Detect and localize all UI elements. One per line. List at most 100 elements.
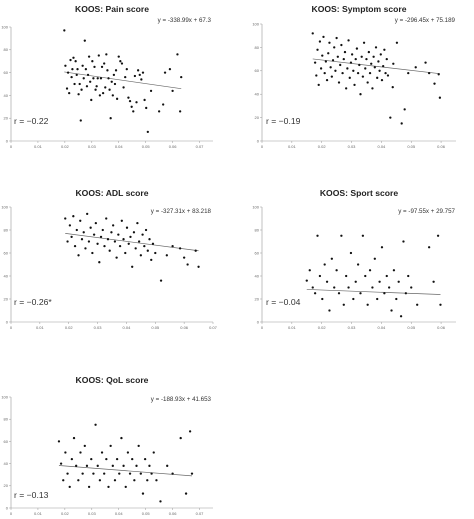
data-point bbox=[70, 235, 73, 239]
chart-title: KOOS: Pain score bbox=[75, 4, 149, 14]
data-point bbox=[374, 46, 378, 49]
chart-panel-3: KOOS: ADL score y = -327.31x + 83.218 0 0.0… bbox=[1, 188, 217, 330]
y-tick-label: 0 bbox=[6, 319, 9, 324]
y-tick-label: 60 bbox=[255, 68, 260, 73]
data-point bbox=[104, 86, 107, 89]
data-point bbox=[152, 451, 155, 454]
data-point bbox=[96, 464, 99, 467]
data-point bbox=[120, 436, 123, 440]
data-point bbox=[90, 98, 93, 102]
data-point bbox=[325, 280, 329, 283]
data-point bbox=[99, 77, 103, 80]
data-point bbox=[313, 61, 317, 64]
x-tick-label: 0.04 bbox=[377, 325, 386, 330]
data-point bbox=[378, 69, 381, 72]
x-tick-label: 0.03 bbox=[348, 325, 357, 330]
data-point bbox=[154, 251, 157, 255]
y-tick-label: 60 bbox=[4, 250, 9, 255]
data-point bbox=[343, 50, 347, 54]
data-point bbox=[124, 76, 127, 79]
data-point bbox=[137, 444, 140, 447]
x-tick-label: 0.06 bbox=[437, 325, 446, 330]
data-point bbox=[360, 55, 363, 58]
data-point bbox=[115, 97, 119, 100]
y-tick-label: 80 bbox=[4, 47, 9, 52]
x-tick-label: 0.05 bbox=[407, 325, 416, 330]
data-point bbox=[97, 54, 100, 57]
data-point bbox=[347, 39, 350, 42]
data-point bbox=[75, 464, 78, 467]
data-point bbox=[171, 89, 174, 92]
data-point bbox=[140, 78, 143, 81]
x-tick-label: 0.03 bbox=[348, 144, 357, 149]
data-point bbox=[81, 472, 84, 475]
x-tick-label: 0.02 bbox=[65, 325, 74, 330]
data-point bbox=[143, 98, 146, 102]
data-point bbox=[354, 280, 357, 283]
y-tick-label: 20 bbox=[255, 296, 260, 301]
y-tick-label: 20 bbox=[4, 296, 9, 301]
data-point bbox=[356, 263, 360, 266]
regression-equation: y = -338.99x + 67.3 bbox=[158, 17, 212, 24]
data-point bbox=[146, 249, 149, 252]
data-point bbox=[112, 224, 115, 227]
data-point bbox=[323, 71, 326, 75]
data-point bbox=[132, 231, 136, 234]
data-point bbox=[311, 286, 314, 289]
data-point bbox=[347, 286, 350, 289]
chart-title: KOOS: Symptom score bbox=[311, 4, 406, 14]
chart-panel-2: KOOS: Symptom score y = -296.45x + 75.189… bbox=[252, 4, 456, 149]
data-point bbox=[367, 50, 370, 54]
correlation-label: r = −0.26* bbox=[14, 297, 52, 307]
data-point bbox=[72, 215, 75, 218]
data-point bbox=[82, 231, 85, 234]
data-point bbox=[157, 110, 161, 113]
data-point bbox=[331, 59, 335, 62]
regression-line bbox=[65, 233, 199, 252]
data-point bbox=[127, 96, 130, 99]
data-point bbox=[70, 458, 74, 461]
y-tick-label: 0 bbox=[257, 319, 260, 324]
data-point bbox=[145, 106, 148, 110]
y-tick-label: 40 bbox=[4, 273, 9, 278]
data-point bbox=[384, 71, 387, 75]
data-point bbox=[155, 479, 158, 482]
data-point bbox=[371, 87, 374, 90]
data-point bbox=[385, 57, 388, 61]
x-tick-label: 0.04 bbox=[123, 325, 132, 330]
x-tick-label: 0.04 bbox=[115, 144, 124, 149]
x-tick-label: 0.05 bbox=[142, 144, 151, 149]
y-tick-label: 60 bbox=[4, 439, 9, 444]
data-point bbox=[376, 297, 379, 301]
y-tick-label: 20 bbox=[4, 483, 9, 488]
data-point bbox=[439, 303, 442, 306]
data-point bbox=[171, 244, 174, 248]
data-point bbox=[148, 238, 151, 241]
data-point bbox=[380, 79, 384, 82]
y-tick-label: 40 bbox=[255, 92, 260, 97]
data-point bbox=[377, 60, 380, 63]
x-tick-label: 0.06 bbox=[169, 144, 178, 149]
y-tick-label: 0 bbox=[257, 138, 260, 143]
data-point bbox=[98, 94, 102, 97]
data-point bbox=[349, 251, 353, 255]
data-point bbox=[119, 60, 122, 63]
data-point bbox=[171, 472, 174, 475]
y-tick-label: 40 bbox=[255, 273, 260, 278]
data-point bbox=[324, 60, 328, 63]
data-point bbox=[78, 82, 81, 86]
data-point bbox=[392, 269, 396, 272]
data-point bbox=[383, 48, 386, 51]
data-point bbox=[166, 464, 169, 467]
data-point bbox=[395, 41, 399, 44]
data-point bbox=[315, 74, 318, 77]
data-point bbox=[101, 91, 105, 95]
y-tick-label: 100 bbox=[1, 24, 8, 29]
data-point bbox=[416, 303, 419, 306]
data-point bbox=[305, 279, 308, 282]
data-point bbox=[84, 68, 88, 71]
data-point bbox=[378, 280, 381, 283]
data-point bbox=[109, 117, 112, 120]
regression-line bbox=[312, 58, 440, 75]
data-point bbox=[113, 82, 117, 86]
